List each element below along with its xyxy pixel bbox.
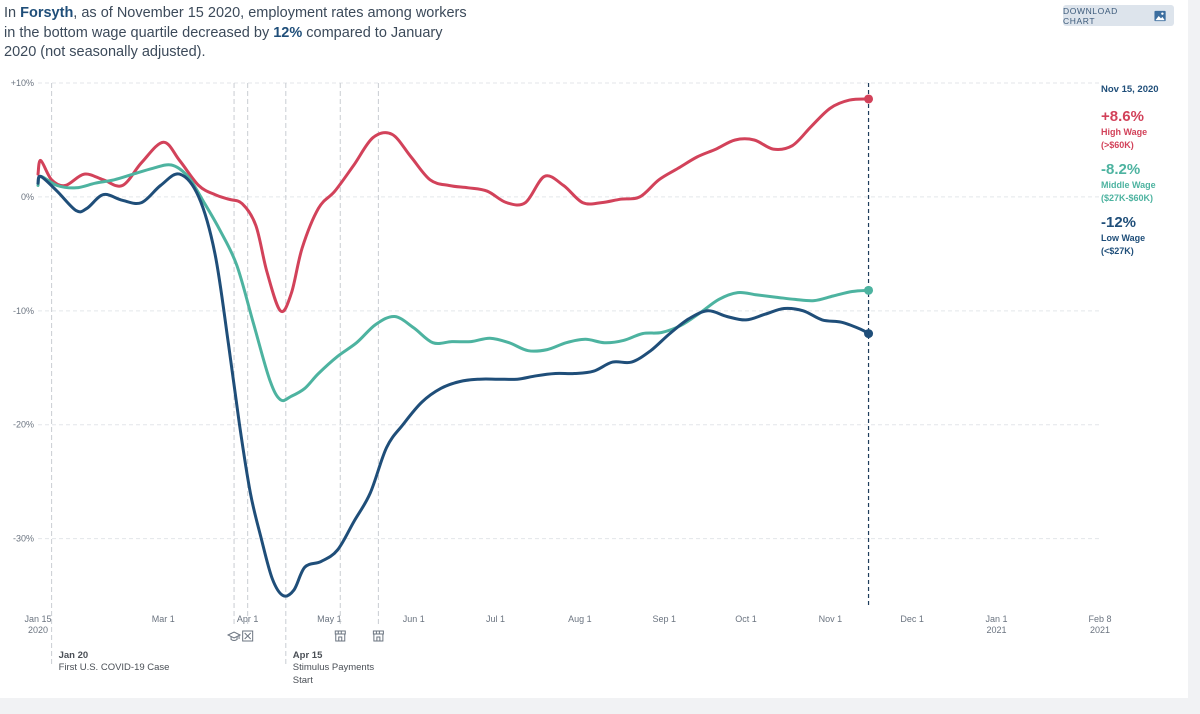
storefront-icon <box>372 630 384 642</box>
low-wage-legend-range: (<$27K) <box>1101 246 1134 256</box>
low-wage-line <box>36 172 870 598</box>
y-tick-label: +10% <box>11 78 34 88</box>
low-wage-end-value: -12% <box>1101 214 1136 231</box>
x-tick-label: Sep 1 <box>653 614 677 624</box>
x-tick-label: Dec 1 <box>900 614 924 624</box>
high-wage-end-point[interactable] <box>864 94 874 104</box>
middle-wage-end-point[interactable] <box>864 285 874 295</box>
high-wage-legend-name: High Wage <box>1101 127 1147 137</box>
event-date: Jan 20 <box>59 650 89 661</box>
middle-wage-legend-name: Middle Wage <box>1101 180 1156 190</box>
high-wage-line <box>36 97 870 314</box>
headline-mid: , as of November 15 2020, employment rat… <box>4 5 467 41</box>
low-wage-legend-name: Low Wage <box>1101 233 1145 243</box>
x-tick-label: Jan 15 <box>24 614 51 624</box>
x-tick-label: Jan 1 <box>986 614 1008 624</box>
y-tick-label: -20% <box>13 420 34 430</box>
x-tick-label: Jun 1 <box>403 614 425 624</box>
x-tick-year: 2021 <box>1090 625 1110 635</box>
y-tick-label: -10% <box>13 306 34 316</box>
x-tick-label: May 1 <box>317 614 342 624</box>
download-chart-button[interactable]: DOWNLOAD CHART <box>1063 5 1174 26</box>
x-tick-label: Aug 1 <box>568 614 592 624</box>
event-label: Stimulus Payments <box>293 662 375 673</box>
chart-card <box>0 0 1188 698</box>
headline-change: 12% <box>273 24 303 41</box>
y-tick-label: 0% <box>21 192 34 202</box>
end-date-label: Nov 15, 2020 <box>1101 84 1159 95</box>
event-label: First U.S. COVID-19 Case <box>59 662 170 673</box>
chart-headline: In Forsyth, as of November 15 2020, empl… <box>4 4 474 63</box>
middle-wage-legend-range: ($27K-$60K) <box>1101 193 1153 203</box>
image-icon <box>1154 10 1166 21</box>
headline-prefix: In <box>4 5 21 21</box>
x-tick-label: Mar 1 <box>152 614 175 624</box>
event-date: Apr 15 <box>293 650 323 661</box>
closed-box-icon <box>242 630 254 642</box>
low-wage-end-point[interactable] <box>864 329 874 339</box>
middle-wage-line <box>36 163 870 403</box>
y-tick-label: -30% <box>13 534 34 544</box>
school-icon <box>226 631 242 641</box>
x-tick-label: Feb 8 <box>1088 614 1111 624</box>
headline-county: Forsyth <box>20 5 74 21</box>
middle-wage-end-value: -8.2% <box>1101 161 1140 178</box>
x-tick-label: Jul 1 <box>486 614 505 624</box>
download-chart-label: DOWNLOAD CHART <box>1063 5 1118 26</box>
x-tick-label: Nov 1 <box>819 614 843 624</box>
x-tick-year: 2020 <box>28 625 48 635</box>
storefront-icon <box>334 630 346 642</box>
high-wage-legend-range: (>$60K) <box>1101 140 1134 150</box>
headline-suffix: compared to January 2020 (not seasonally… <box>4 24 443 61</box>
high-wage-end-value: +8.6% <box>1101 108 1144 125</box>
event-label: Start <box>293 675 313 686</box>
x-tick-label: Oct 1 <box>735 614 757 624</box>
x-tick-year: 2021 <box>987 625 1007 635</box>
